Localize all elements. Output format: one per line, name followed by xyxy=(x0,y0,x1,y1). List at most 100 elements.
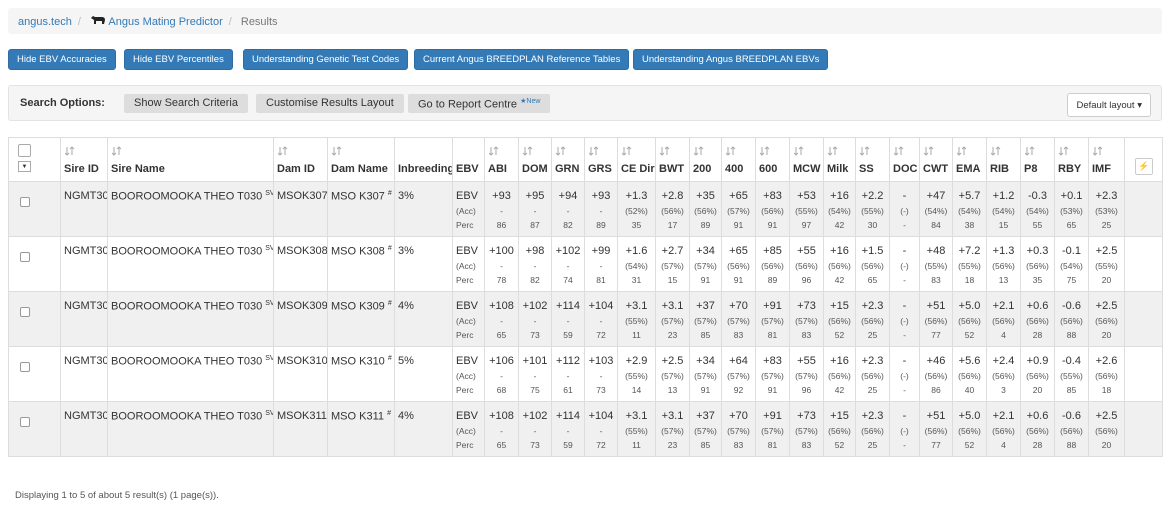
sort-icon[interactable] xyxy=(332,146,342,156)
trait-header: EMA xyxy=(952,137,987,182)
action-button[interactable]: Understanding Genetic Test Codes xyxy=(243,49,409,70)
row-checkbox[interactable] xyxy=(20,252,30,262)
cow-icon xyxy=(90,16,105,24)
trait-header: 200 xyxy=(689,137,722,182)
action-button[interactable]: Hide EBV Accuracies xyxy=(8,49,116,70)
sort-icon[interactable] xyxy=(1059,146,1069,156)
sort-icon[interactable] xyxy=(991,146,1001,156)
ebv: +5.0 xyxy=(958,410,981,422)
trait-cell: +0.6 (56%) 28 xyxy=(1020,401,1055,457)
sort-icon[interactable] xyxy=(65,146,75,156)
row-checkbox[interactable] xyxy=(20,307,30,317)
sort-icon[interactable] xyxy=(957,146,967,156)
sort-icon[interactable] xyxy=(828,146,838,156)
percentile: 3 xyxy=(1001,385,1006,395)
percentile: 42 xyxy=(834,385,845,395)
row-labels: EBV (Acc) Perc xyxy=(452,236,485,292)
row-checkbox[interactable] xyxy=(20,197,30,207)
layout-text: Default layout xyxy=(1076,100,1135,111)
dam-id-cell: MSOK307 xyxy=(273,181,328,237)
accuracy: - xyxy=(533,371,537,381)
trait-cell: +102 - 74 xyxy=(551,236,585,292)
sort-icon[interactable] xyxy=(794,146,804,156)
accuracy: (56%) xyxy=(958,316,981,326)
layout-select[interactable]: Default layout ▾ xyxy=(1067,93,1151,117)
percentile: 4 xyxy=(1001,440,1006,450)
row-checkbox[interactable] xyxy=(20,417,30,427)
sort-icon[interactable] xyxy=(112,146,122,156)
percentile: 92 xyxy=(733,385,744,395)
ebv: - xyxy=(902,355,907,367)
accuracy: (55%) xyxy=(1095,261,1118,271)
percentile: 13 xyxy=(667,385,678,395)
percentile: 20 xyxy=(1032,385,1043,395)
sort-icon[interactable] xyxy=(894,146,904,156)
accuracy: (57%) xyxy=(694,261,717,271)
sort-icon[interactable] xyxy=(924,146,934,156)
action-button[interactable]: Current Angus BREEDPLAN Reference Tables xyxy=(414,49,630,70)
trait-cell: +2.7 (57%) 15 xyxy=(655,236,690,292)
select-dropdown[interactable]: ▼ xyxy=(18,161,31,172)
ebv: - xyxy=(902,245,907,257)
search-button[interactable]: Show Search Criteria xyxy=(124,94,248,113)
percentile: 73 xyxy=(530,330,540,340)
percentile: 83 xyxy=(931,275,941,285)
trait-cell: +104 - 72 xyxy=(584,401,618,457)
sort-icon[interactable] xyxy=(860,146,870,156)
percentile: 20 xyxy=(1101,440,1112,450)
breadcrumb-home[interactable]: angus.tech xyxy=(18,16,72,28)
separator: / xyxy=(77,16,81,28)
ebv: +2.5 xyxy=(661,355,684,367)
sort-icon[interactable] xyxy=(489,146,499,156)
action-button[interactable]: Hide EBV Percentiles xyxy=(124,49,233,70)
ebv: +16 xyxy=(830,245,849,257)
sort-icon[interactable] xyxy=(622,146,632,156)
percentile: 14 xyxy=(631,385,642,395)
row-checkbox[interactable] xyxy=(20,362,30,372)
trait-cell: +37 (57%) 85 xyxy=(689,401,722,457)
trait-cell: +46 (56%) 86 xyxy=(919,346,953,402)
trait-cell: +5.7 (54%) 38 xyxy=(952,181,987,237)
inbreeding-cell: 3% xyxy=(394,236,453,292)
ebv: +37 xyxy=(696,410,715,422)
sort-icon[interactable] xyxy=(760,146,770,156)
column-header: Dam ID xyxy=(273,137,328,182)
search-button[interactable]: Customise Results Layout xyxy=(256,94,404,113)
ebv: +93 xyxy=(591,190,611,202)
sort-icon[interactable] xyxy=(1025,146,1035,156)
settings-button[interactable]: ⚡ xyxy=(1135,158,1153,175)
percentile: 55 xyxy=(1032,220,1043,230)
trait-cell: +95 - 87 xyxy=(518,181,552,237)
sort-icon[interactable] xyxy=(589,146,599,156)
accuracy: (56%) xyxy=(924,426,948,436)
ebv: +48 xyxy=(926,245,946,257)
accuracy: (54%) xyxy=(992,206,1015,216)
sort-icon[interactable] xyxy=(278,146,288,156)
accuracy: (56%) xyxy=(861,261,884,271)
accuracy: - xyxy=(500,371,503,381)
sort-icon[interactable] xyxy=(1093,146,1103,156)
trait-cell: +98 - 82 xyxy=(518,236,552,292)
sort-icon[interactable] xyxy=(556,146,566,156)
percentile: 73 xyxy=(596,385,606,395)
sort-icon[interactable] xyxy=(523,146,533,156)
trait-header: SS xyxy=(855,137,890,182)
sort-icon[interactable] xyxy=(726,146,736,156)
search-button[interactable]: Go to Report Centre ★New xyxy=(408,94,551,113)
accuracy: (56%) xyxy=(992,426,1015,436)
inbreeding: 3% xyxy=(398,190,414,202)
sort-icon[interactable] xyxy=(694,146,704,156)
accuracy: (57%) xyxy=(727,371,750,381)
sire-id: NGMT30 xyxy=(64,190,108,202)
breadcrumb-app[interactable]: Angus Mating Predictor xyxy=(108,16,223,28)
percentile: 25 xyxy=(867,330,878,340)
percentile: 81 xyxy=(767,440,778,450)
select-all[interactable] xyxy=(18,144,31,157)
action-button[interactable]: Understanding Angus BREEDPLAN EBVs xyxy=(633,49,829,70)
sire-name-cell: BOOROOMOOKA THEO T030 SV xyxy=(107,346,274,402)
ebv: +114 xyxy=(556,410,580,422)
sort-icon[interactable] xyxy=(660,146,670,156)
ebv: +98 xyxy=(525,245,545,257)
